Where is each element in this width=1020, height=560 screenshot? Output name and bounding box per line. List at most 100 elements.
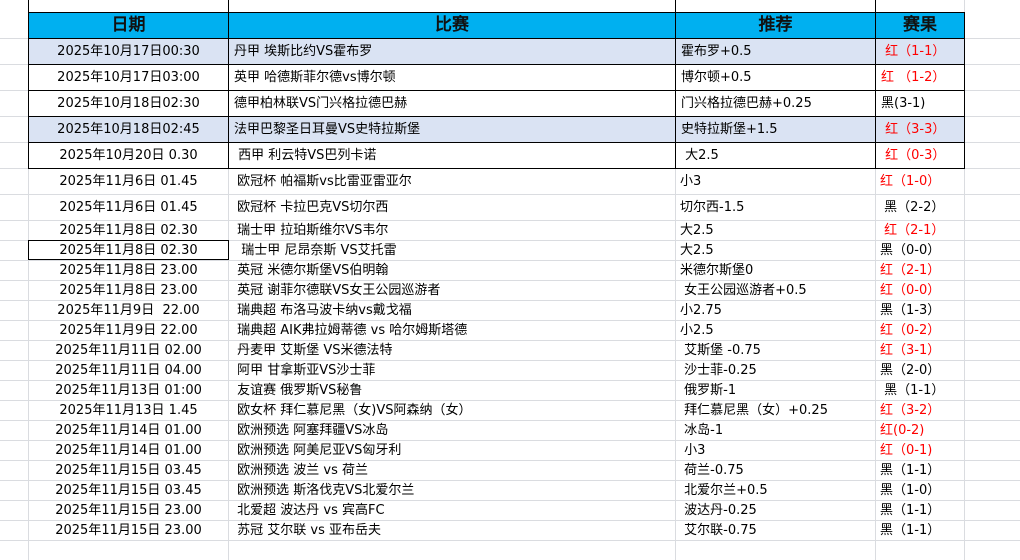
cell-match[interactable]: 英冠 米德尔斯堡VS伯明翰	[233, 262, 389, 278]
cell-pick[interactable]: 小3	[680, 173, 702, 189]
grid-row-line	[0, 540, 1020, 541]
cell-pick[interactable]: 霍布罗+0.5	[675, 38, 876, 65]
cell-date[interactable]: 2025年11月14日 01.00	[55, 442, 202, 458]
cell-match[interactable]: 北爱超 波达丹 vs 宾高FC	[233, 502, 385, 518]
cell-result[interactable]: 黑（1-0）	[880, 482, 941, 498]
cell-date[interactable]: 2025年10月18日02:45	[28, 116, 229, 143]
cell-result[interactable]: 红（3-1）	[880, 342, 941, 358]
cell-date[interactable]: 2025年11月8日 02.30	[28, 240, 229, 260]
cell-date[interactable]: 2025年11月6日 01.45	[59, 199, 198, 215]
cell-date[interactable]: 2025年11月14日 01.00	[55, 422, 202, 438]
cell-pick[interactable]: 北爱尔兰+0.5	[680, 482, 768, 498]
cell-result[interactable]: 黑（2-0）	[880, 362, 941, 378]
cell-result[interactable]: 红（0-0）	[880, 282, 941, 298]
header-result[interactable]: 赛果	[875, 12, 965, 39]
cell-match[interactable]: 瑞典超 AIK弗拉姆蒂德 vs 哈尔姆斯塔德	[233, 322, 468, 338]
cell-pick[interactable]: 大2.5	[680, 222, 714, 238]
cell-result[interactable]: 黑（2-2）	[880, 199, 945, 215]
cell-date[interactable]: 2025年11月15日 03.45	[55, 462, 202, 478]
cell-pick[interactable]: 史特拉斯堡+1.5	[675, 116, 876, 143]
cell-pick[interactable]: 艾斯堡 -0.75	[680, 342, 761, 358]
cell-date[interactable]: 2025年11月15日 23.00	[55, 522, 202, 538]
cell-pick[interactable]: 大2.5	[675, 142, 876, 169]
cell-result[interactable]: 红（2-1）	[880, 262, 941, 278]
cell-pick[interactable]: 门兴格拉德巴赫+0.25	[675, 90, 876, 117]
cell-date[interactable]: 2025年11月15日 23.00	[55, 502, 202, 518]
cell-date[interactable]: 2025年11月8日 23.00	[59, 282, 198, 298]
cell-result[interactable]: 红（1-0）	[880, 173, 941, 189]
cell-result[interactable]: 黑（1-3）	[880, 302, 941, 318]
cell-pick[interactable]: 米德尔斯堡0	[680, 262, 754, 278]
cell-date[interactable]: 2025年11月6日 01.45	[59, 173, 198, 189]
cell-pick[interactable]: 拜仁慕尼黑（女）+0.25	[680, 402, 828, 418]
cell-date[interactable]: 2025年11月9日 22.00	[57, 302, 200, 318]
cell-match[interactable]: 欧洲预选 阿美尼亚VS匈牙利	[233, 442, 402, 458]
grid-row-line	[0, 194, 1020, 195]
cell-match[interactable]: 法甲巴黎圣日耳曼VS史特拉斯堡	[228, 116, 676, 143]
cell-pick[interactable]: 波达丹-0.25	[680, 502, 757, 518]
cell-pick[interactable]: 小3	[680, 442, 706, 458]
cell-pick[interactable]: 荷兰-0.75	[680, 462, 744, 478]
cell-date[interactable]: 2025年10月17日00:30	[28, 38, 229, 65]
cell-result[interactable]: 黑（1-1）	[880, 382, 945, 398]
cell-date[interactable]: 2025年10月17日03:00	[28, 64, 229, 91]
cell-result[interactable]: 红（0-1)	[880, 442, 933, 458]
cell-pick[interactable]: 切尔西-1.5	[680, 199, 745, 215]
cell-date[interactable]: 2025年11月8日 23.00	[59, 262, 198, 278]
cell-date[interactable]: 2025年11月9日 22.00	[59, 322, 198, 338]
cell-date[interactable]: 2025年11月8日 02.30	[59, 222, 198, 238]
cell-match[interactable]: 友谊赛 俄罗斯VS秘鲁	[233, 382, 363, 398]
cell-date[interactable]: 2025年11月11日 04.00	[55, 362, 202, 378]
cell-match[interactable]: 瑞士甲 尼昂奈斯 VS艾托雷	[233, 242, 397, 258]
cell-date[interactable]: 2025年11月13日 1.45	[59, 402, 198, 418]
cell-pick[interactable]: 小2.75	[680, 302, 722, 318]
grid-row-line	[0, 500, 1020, 501]
cell-match[interactable]: 瑞典超 布洛马波卡纳vs戴戈福	[233, 302, 412, 318]
cell-pick[interactable]: 冰岛-1	[680, 422, 724, 438]
header-match[interactable]: 比赛	[228, 12, 676, 39]
cell-pick[interactable]: 女王公园巡游者+0.5	[680, 282, 807, 298]
cell-result[interactable]: 红(0-2)	[880, 422, 925, 438]
cell-date[interactable]: 2025年11月13日 01:00	[55, 382, 202, 398]
cell-result[interactable]: 黑（1-1）	[880, 502, 941, 518]
cell-pick[interactable]: 俄罗斯-1	[680, 382, 737, 398]
cell-match[interactable]: 欧洲预选 波兰 vs 荷兰	[233, 462, 368, 478]
cell-result[interactable]: 黑(3-1)	[875, 90, 965, 117]
cell-match[interactable]: 英冠 谢菲尔德联VS女王公园巡游者	[233, 282, 441, 298]
cell-result[interactable]: 黑（0-0）	[880, 242, 941, 258]
cell-match[interactable]: 欧洲预选 斯洛伐克VS北爱尔兰	[233, 482, 415, 498]
cell-match[interactable]: 欧冠杯 卡拉巴克VS切尔西	[233, 199, 389, 215]
cell-match[interactable]: 欧冠杯 帕福斯vs比雷亚雷亚尔	[233, 173, 412, 189]
cell-match[interactable]: 欧洲预选 阿塞拜疆VS冰岛	[233, 422, 389, 438]
cell-match[interactable]: 西甲 利云特VS巴列卡诺	[228, 142, 676, 169]
cell-result[interactable]: 红（3-3）	[875, 116, 965, 143]
cell-pick[interactable]: 沙士菲-0.25	[680, 362, 757, 378]
cell-match[interactable]: 丹麦甲 艾斯堡 VS米德法特	[233, 342, 393, 358]
cell-match[interactable]: 德甲柏林联VS门兴格拉德巴赫	[228, 90, 676, 117]
cell-result[interactable]: 黑（1-1）	[880, 522, 941, 538]
cell-pick[interactable]: 博尔顿+0.5	[675, 64, 876, 91]
cell-date[interactable]: 2025年10月20日 0.30	[28, 142, 229, 169]
cell-result[interactable]: 黑（1-1）	[880, 462, 941, 478]
cell-result[interactable]: 红（0-2）	[880, 322, 941, 338]
cell-pick[interactable]: 小2.5	[680, 322, 714, 338]
cell-match[interactable]: 瑞士甲 拉珀斯维尔VS韦尔	[233, 222, 389, 238]
cell-result[interactable]: 红（3-2）	[880, 402, 941, 418]
cell-result[interactable]: 红（2-1）	[880, 222, 945, 238]
cell-result[interactable]: 红（0-3）	[875, 142, 965, 169]
cell-match[interactable]: 阿甲 甘拿斯亚VS沙士菲	[233, 362, 376, 378]
cell-match[interactable]: 丹甲 埃斯比约VS霍布罗	[228, 38, 676, 65]
cell-date[interactable]: 2025年10月18日02:30	[28, 90, 229, 117]
cell-match[interactable]: 苏冠 艾尔联 vs 亚布岳夫	[233, 522, 381, 538]
header-pick[interactable]: 推荐	[675, 12, 876, 39]
cell-date[interactable]: 2025年11月11日 02.00	[55, 342, 202, 358]
cell-match[interactable]: 英甲 哈德斯菲尔德vs博尔顿	[228, 64, 676, 91]
cell-pick[interactable]: 大2.5	[680, 242, 714, 258]
header-date[interactable]: 日期	[28, 12, 229, 39]
cell-result[interactable]: 红（1-1）	[875, 38, 965, 65]
cell-pick[interactable]: 艾尔联-0.75	[680, 522, 757, 538]
cell-date[interactable]: 2025年11月15日 03.45	[55, 482, 202, 498]
cell-result[interactable]: 红 （1-2）	[875, 64, 965, 91]
cell-match[interactable]: 欧女杯 拜仁慕尼黑（女)VS阿森纳（女）	[233, 402, 472, 418]
